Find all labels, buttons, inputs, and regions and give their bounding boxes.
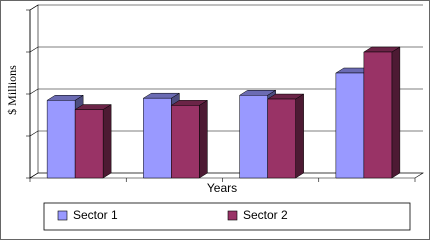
x-axis-label: Years — [207, 181, 237, 195]
bar-front — [267, 98, 296, 179]
legend-swatch — [227, 210, 238, 221]
bar-front — [335, 72, 365, 179]
bar-side — [391, 46, 401, 179]
bar-front — [74, 109, 104, 179]
bar-front — [239, 95, 268, 179]
legend-swatch — [57, 210, 68, 221]
bar-side — [199, 99, 208, 179]
bar — [266, 93, 305, 179]
bar — [74, 104, 112, 179]
grid-line — [29, 4, 423, 11]
grid-line — [29, 88, 423, 95]
bar-front — [143, 97, 172, 179]
bar — [170, 99, 209, 179]
y-axis-label: $ Millions — [5, 65, 19, 115]
bar-front — [46, 100, 76, 179]
grid-line — [29, 46, 423, 53]
bar-front — [171, 105, 200, 179]
bar — [363, 46, 401, 179]
bar-front — [363, 51, 393, 179]
bar-side — [295, 93, 304, 179]
legend — [43, 202, 411, 231]
legend-label: Sector 1 — [73, 208, 118, 222]
legend-label: Sector 2 — [243, 208, 288, 222]
bar-side — [102, 104, 112, 179]
